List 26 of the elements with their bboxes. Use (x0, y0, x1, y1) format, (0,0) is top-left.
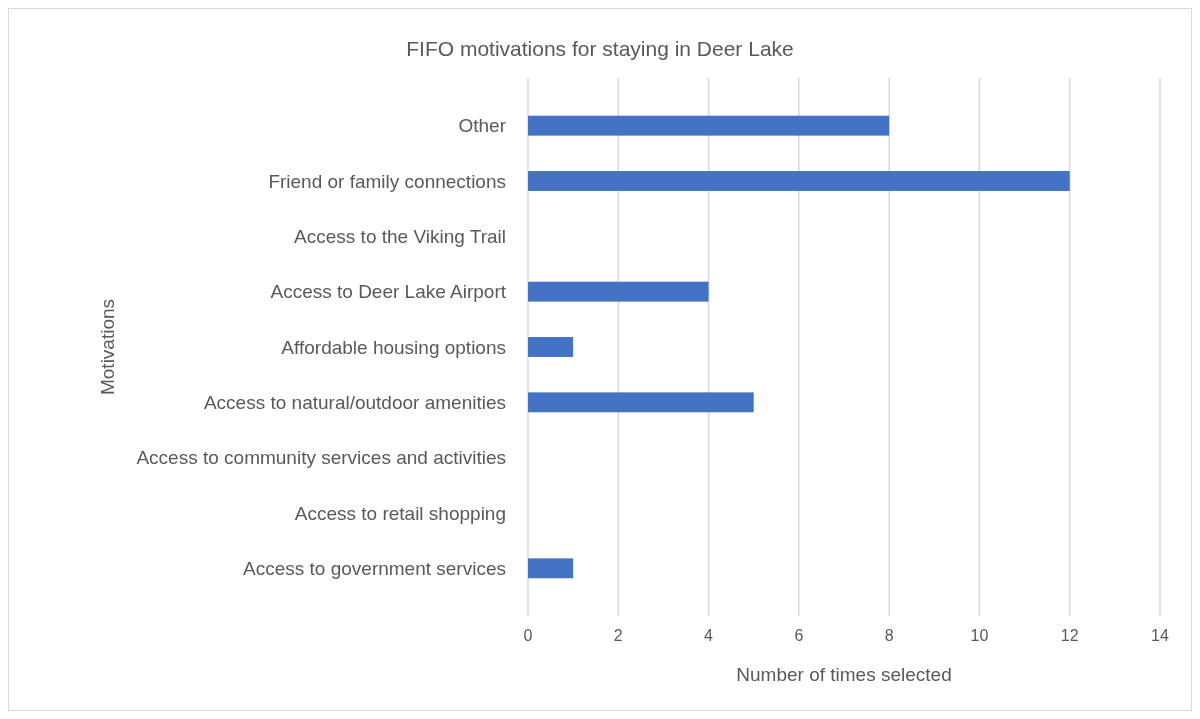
bar (528, 115, 890, 136)
bar (528, 558, 574, 579)
x-tick-label: 12 (1060, 627, 1079, 644)
chart-title: FIFO motivations for staying in Deer Lake (406, 37, 794, 60)
y-tick-label: Friend or family connections (268, 170, 506, 192)
y-tick-label: Access to government services (243, 557, 506, 579)
x-tick-label: 2 (613, 627, 623, 644)
y-tick-label: Access to community services and activities (136, 447, 506, 469)
y-tick-label: Affordable housing options (281, 336, 506, 358)
bar (528, 392, 754, 413)
y-tick-label: Other (458, 115, 507, 137)
y-tick-label: Access to natural/outdoor amenities (203, 391, 506, 413)
x-tick-label: 8 (884, 627, 894, 644)
y-tick-label: Access to Deer Lake Airport (270, 281, 507, 303)
y-tick-label: Access to retail shopping (294, 502, 506, 524)
x-tick-label: 6 (794, 627, 804, 644)
bar (528, 337, 574, 357)
y-axis-title: Motivations (96, 298, 118, 396)
y-tick-label: Access to the Viking Trail (294, 225, 506, 247)
x-tick-label: 10 (970, 627, 989, 644)
bar (528, 171, 1070, 191)
x-axis-title: Number of times selected (736, 664, 952, 685)
bar (528, 281, 709, 302)
x-tick-label: 4 (704, 627, 714, 644)
x-tick-label: 14 (1151, 627, 1169, 644)
x-tick-label: 0 (523, 627, 533, 644)
